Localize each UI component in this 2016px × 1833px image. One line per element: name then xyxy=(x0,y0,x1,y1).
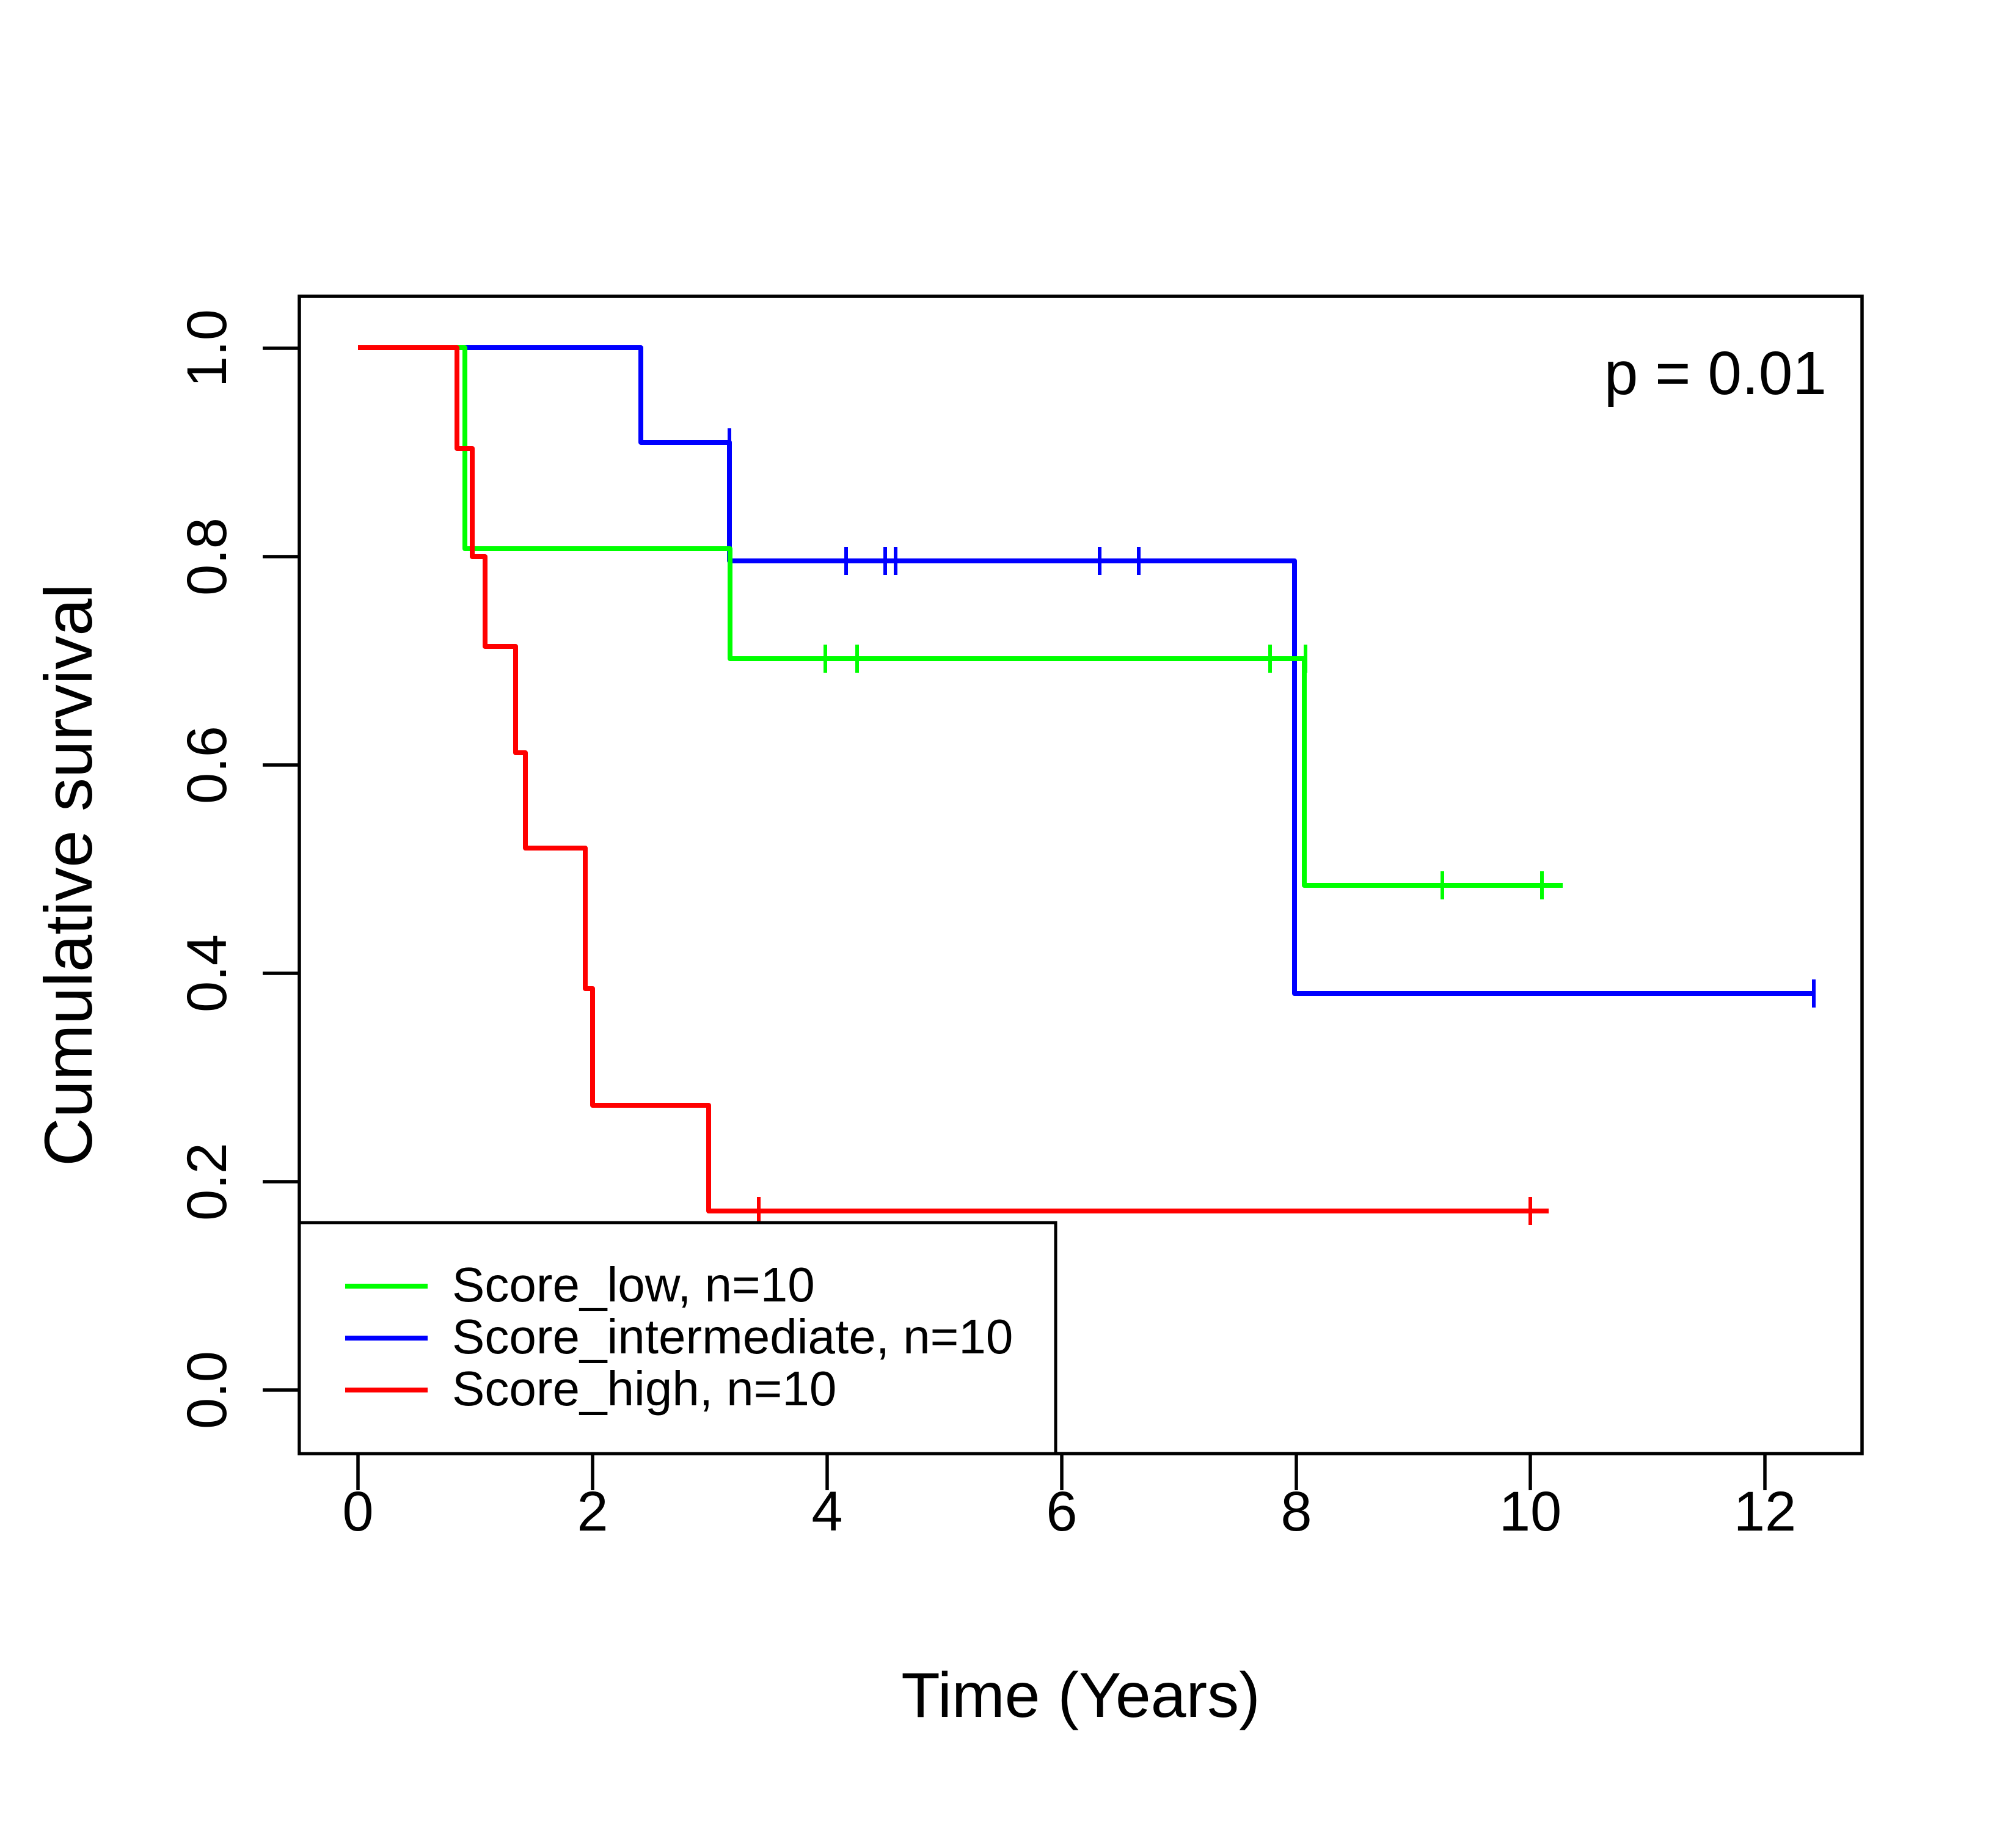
svg-text:0.2: 0.2 xyxy=(176,1143,238,1221)
svg-text:0.4: 0.4 xyxy=(176,934,238,1012)
svg-text:0: 0 xyxy=(342,1480,373,1543)
svg-text:1.0: 1.0 xyxy=(176,309,238,387)
svg-text:10: 10 xyxy=(1499,1480,1561,1543)
svg-text:4: 4 xyxy=(811,1480,842,1543)
svg-text:0.8: 0.8 xyxy=(176,518,238,596)
svg-text:0.0: 0.0 xyxy=(176,1351,238,1429)
svg-text:8: 8 xyxy=(1280,1480,1312,1543)
svg-text:Score_intermediate, n=10: Score_intermediate, n=10 xyxy=(452,1309,1013,1364)
svg-text:6: 6 xyxy=(1046,1480,1077,1543)
svg-text:Score_high, n=10: Score_high, n=10 xyxy=(452,1361,836,1416)
svg-text:Score_low, n=10: Score_low, n=10 xyxy=(452,1257,815,1312)
svg-text:Cumulative survival: Cumulative survival xyxy=(31,584,106,1166)
svg-text:12: 12 xyxy=(1734,1480,1796,1543)
svg-text:p = 0.01: p = 0.01 xyxy=(1604,339,1827,408)
svg-text:2: 2 xyxy=(577,1480,608,1543)
svg-text:0.6: 0.6 xyxy=(176,726,238,804)
svg-text:Time (Years): Time (Years) xyxy=(901,1660,1260,1731)
